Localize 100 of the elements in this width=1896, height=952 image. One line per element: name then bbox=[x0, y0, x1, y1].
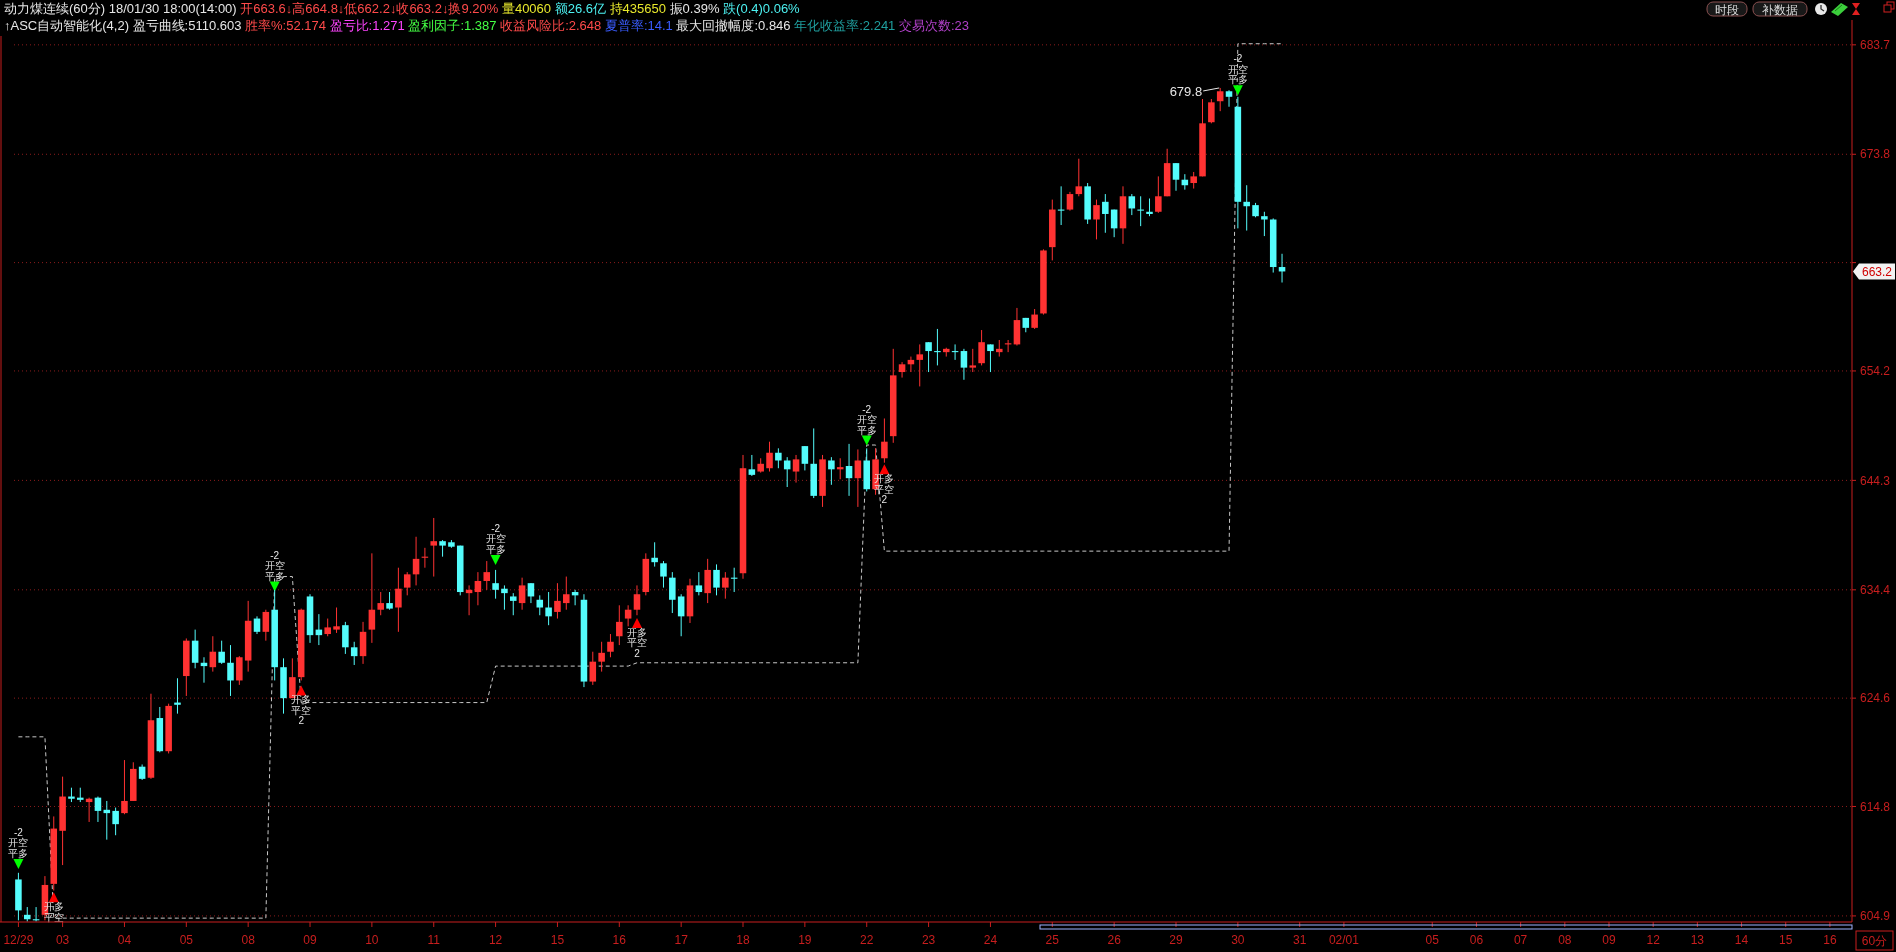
candlestick bbox=[748, 454, 756, 477]
annotation: 2 bbox=[634, 647, 641, 659]
annotation: -2 bbox=[862, 403, 872, 415]
candlestick bbox=[1208, 98, 1215, 124]
candlestick bbox=[898, 361, 906, 379]
x-tick-label: 12/29 bbox=[3, 933, 34, 947]
annotation: 开空 bbox=[1227, 63, 1248, 75]
x-tick-label: 12 bbox=[488, 933, 503, 947]
x-tick-label: 14 bbox=[1734, 933, 1749, 947]
annotation: 平多 bbox=[8, 847, 29, 859]
y-tick-label: 644.3 bbox=[1860, 473, 1891, 488]
x-tick-label: 16 bbox=[612, 933, 627, 947]
candlestick bbox=[1216, 87, 1224, 112]
text: 60分 bbox=[1861, 934, 1888, 948]
candlestick bbox=[766, 441, 773, 473]
candlestick bbox=[474, 571, 482, 606]
candlestick bbox=[845, 443, 853, 497]
x-tick-label: 26 bbox=[1107, 933, 1122, 947]
x-tick-label: 24 bbox=[983, 933, 998, 947]
candlestick bbox=[722, 571, 729, 600]
x-tick-label: 05 bbox=[1425, 933, 1440, 947]
annotation: 开空 bbox=[8, 837, 29, 849]
candlestick bbox=[978, 329, 985, 366]
candlestick bbox=[881, 417, 888, 464]
y-tick-label: 654.2 bbox=[1860, 364, 1891, 379]
candlestick bbox=[669, 571, 676, 614]
annotation: 开空 bbox=[264, 560, 285, 571]
point bbox=[631, 617, 642, 628]
point bbox=[861, 435, 872, 446]
candlestick bbox=[527, 582, 535, 604]
candlestick bbox=[227, 644, 234, 697]
x-tick-label: 18 bbox=[736, 933, 751, 947]
annotation: 开空 bbox=[485, 533, 506, 545]
candlestick bbox=[589, 651, 597, 686]
y-tick-label: 624.6 bbox=[1860, 691, 1891, 706]
annotation: -2 bbox=[491, 522, 501, 534]
button: 补数据 bbox=[1752, 1, 1808, 17]
x-tick-label: 03 bbox=[55, 933, 70, 947]
x-tick-label: 04 bbox=[117, 933, 132, 947]
annotation: 平多 bbox=[1227, 74, 1248, 86]
annotation: -2 bbox=[13, 826, 24, 838]
x-tick-label: 07 bbox=[1513, 933, 1528, 947]
annotation: 平多 bbox=[264, 570, 285, 582]
x-tick-label: 19 bbox=[798, 933, 812, 947]
candlestick bbox=[660, 560, 667, 589]
candlestick bbox=[1093, 199, 1100, 240]
x-tick-label: 17 bbox=[674, 933, 689, 947]
candlestick bbox=[218, 640, 225, 665]
candlestick bbox=[960, 348, 968, 381]
candlestick bbox=[333, 607, 340, 634]
point bbox=[13, 858, 24, 869]
y-tick-label: 604.9 bbox=[1860, 909, 1891, 924]
candlestick bbox=[1075, 158, 1083, 197]
annotation: -2 bbox=[1233, 53, 1243, 65]
candlestick bbox=[350, 641, 358, 666]
candlestick bbox=[262, 609, 270, 642]
candlestick bbox=[1225, 89, 1233, 108]
chart-title: 动力煤连续(60分) 18/01/30 18:00(14:00) 开663.6↓高664.8↓低662.2↓收663.2↓换9.20% 量40060 额26.6亿 持435650 振0.39% 跌(0.4)0.06% bbox=[4, 1, 800, 16]
x-tick-label: 15 bbox=[550, 933, 565, 947]
annotation: 开空 bbox=[856, 414, 877, 426]
candlestick bbox=[987, 343, 994, 373]
annotation: 平多 bbox=[856, 424, 877, 436]
y-tick-label: 614.8 bbox=[1860, 799, 1891, 814]
x-tick-label: 08 bbox=[241, 933, 256, 947]
text: ↑ASC自动智能化(4,2) 盈亏曲线:5110.603 胜率%:52.174 盈亏比:1.271 盈利因子:1.387 收益风险比:2.648 夏普率:14.1 最大回撤幅度:0.846 年化收益率:2.241 交易次数:23 bbox=[4, 18, 970, 33]
candlestick bbox=[430, 517, 438, 578]
x-tick-label: 10 bbox=[365, 933, 379, 947]
y-tick-label: 673.8 bbox=[1860, 147, 1891, 162]
x-tick-label: 06 bbox=[1469, 933, 1484, 947]
annotation: 开多 bbox=[291, 694, 312, 706]
candlestick bbox=[174, 677, 181, 715]
candlestick bbox=[598, 641, 605, 673]
candlestick bbox=[483, 560, 491, 591]
annotation: 平多 bbox=[485, 543, 506, 555]
x-tick-label: 22 bbox=[860, 933, 874, 947]
y-tick-label: 683.7 bbox=[1860, 38, 1891, 53]
x-tick-label: 13 bbox=[1690, 933, 1705, 947]
candlestick bbox=[713, 563, 720, 596]
candlestick bbox=[677, 593, 685, 637]
candlestick bbox=[536, 594, 544, 616]
x-tick-label: 02/01 bbox=[1328, 933, 1360, 947]
candlestick bbox=[1128, 193, 1136, 216]
annotation: 平空 bbox=[291, 704, 312, 716]
annotation: 开多 bbox=[626, 626, 647, 638]
candlestick bbox=[554, 582, 561, 620]
candlestick bbox=[633, 584, 641, 616]
candlestick bbox=[1155, 175, 1162, 214]
x-tick-label: 12 bbox=[1646, 933, 1661, 947]
candlestick bbox=[377, 591, 384, 616]
annotation: 2 bbox=[298, 715, 305, 727]
x-tick-label: 05 bbox=[179, 933, 194, 947]
candlestick bbox=[1031, 308, 1038, 330]
x-tick-label: 16 bbox=[1823, 933, 1837, 947]
candlestick bbox=[916, 343, 924, 387]
text: 663.2 bbox=[1862, 264, 1893, 279]
candlestick bbox=[775, 447, 782, 469]
candlestick bbox=[94, 796, 102, 823]
candlestick bbox=[1243, 184, 1250, 232]
candlestick bbox=[1261, 211, 1268, 237]
candlestick bbox=[1066, 191, 1074, 212]
